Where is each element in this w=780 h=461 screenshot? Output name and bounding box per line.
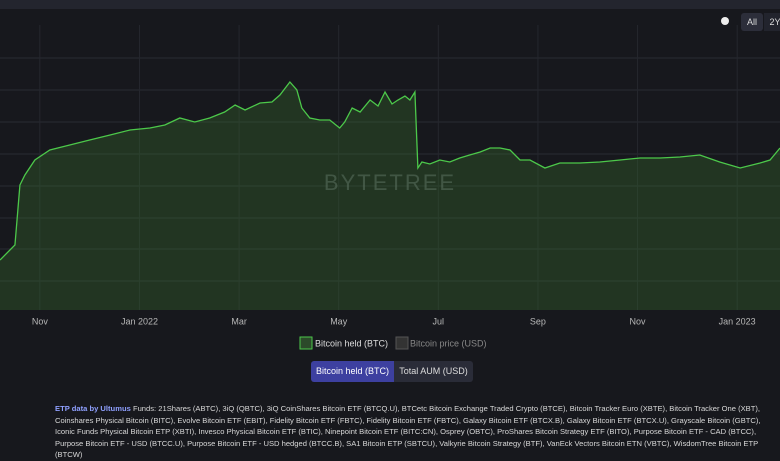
chart: BYTETREE Nov Jan 2022 Mar May Jul Sep Nov Jan 2… xyxy=(0,0,780,350)
source-link[interactable]: ETP data by Ultumus xyxy=(55,404,131,413)
legend-label: Bitcoin price (USD) xyxy=(410,338,487,348)
x-tick-label: Sep xyxy=(530,316,546,326)
x-tick-label: Jan 2023 xyxy=(719,316,756,326)
legend-label: Bitcoin held (BTC) xyxy=(315,338,388,348)
legend-swatch xyxy=(395,336,409,350)
metric-button[interactable]: Total AUM (USD) xyxy=(394,361,473,382)
x-tick-label: Jan 2022 xyxy=(121,316,158,326)
x-tick-label: Jul xyxy=(433,316,445,326)
info-icon[interactable] xyxy=(721,17,729,25)
x-tick-label: Nov xyxy=(32,316,49,326)
source-text: Funds: 21Shares (ABTC), 3iQ (QBTC), 3iQ … xyxy=(55,404,761,459)
x-tick-label: Nov xyxy=(630,316,647,326)
range-button[interactable]: 2Y xyxy=(764,13,780,31)
metric-button[interactable]: Bitcoin held (BTC) xyxy=(311,361,394,382)
h-grid xyxy=(0,57,780,282)
legend-swatch xyxy=(299,336,313,350)
watermark: BYTETREE xyxy=(324,170,456,195)
top-strip xyxy=(0,0,780,9)
range-button[interactable]: All xyxy=(741,13,763,31)
x-tick-label: Mar xyxy=(231,316,247,326)
area xyxy=(0,82,780,310)
source-note: ETP data by Ultumus Funds: 21Shares (ABT… xyxy=(55,403,767,461)
line xyxy=(0,80,780,261)
x-tick-label: May xyxy=(330,316,348,326)
